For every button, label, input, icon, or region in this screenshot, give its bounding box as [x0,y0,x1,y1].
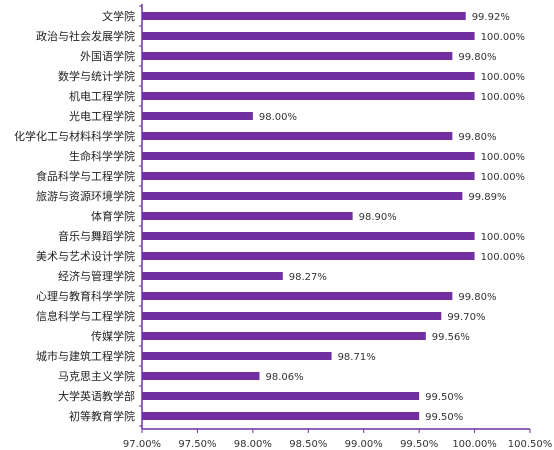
value-label-19: 99.50% [425,392,463,403]
category-label-10: 体育学院 [91,209,135,223]
category-label-12: 美术与艺术设计学院 [36,249,135,263]
value-label-12: 100.00% [481,252,525,263]
category-label-7: 生命科学学院 [69,149,135,163]
category-label-9: 旅游与资源环境学院 [36,189,135,203]
bar-6 [142,132,453,140]
value-label-20: 99.50% [425,412,463,423]
category-label-16: 传媒学院 [91,329,135,343]
bar-18 [142,372,260,380]
x-tick-label-3: 98.50% [289,439,327,450]
bar-5 [142,112,253,120]
category-label-20: 初等教育学院 [69,409,135,423]
category-label-14: 心理与教育科学学院 [36,289,135,303]
bar-0 [142,12,466,20]
value-label-9: 99.89% [468,192,506,203]
bar-1 [142,32,475,40]
category-label-4: 机电工程学院 [69,89,135,103]
category-label-13: 经济与管理学院 [58,269,135,283]
bar-10 [142,212,353,220]
axes-group: 97.00% 97.50% 98.00% 98.50% 99.00% 99.50% 100.… [123,4,552,450]
category-label-5: 光电工程学院 [69,109,135,123]
bar-9 [142,192,463,200]
bar-17 [142,352,332,360]
x-tick-label-4: 99.00% [345,439,383,450]
category-label-8: 食品科学与工程学院 [36,169,135,183]
value-label-0: 99.92% [472,12,510,23]
bar-20 [142,412,420,420]
bar-8 [142,172,475,180]
bar-14 [142,292,453,300]
value-label-4: 100.00% [481,92,525,103]
value-label-6: 99.80% [458,132,496,143]
x-tick-label-6: 100.00% [452,439,497,450]
value-label-16: 99.56% [432,332,470,343]
bar-15 [142,312,442,320]
value-label-8: 100.00% [481,172,525,183]
category-label-2: 外国语学院 [80,49,135,63]
category-label-15: 信息科学与工程学院 [36,309,135,323]
value-label-15: 99.70% [447,312,485,323]
bar-11 [142,232,475,240]
category-label-1: 政治与社会发展学院 [36,29,135,43]
value-label-13: 98.27% [289,272,327,283]
value-label-14: 99.80% [458,292,496,303]
x-tick-label-5: 99.50% [400,439,438,450]
bar-4 [142,92,475,100]
x-tick-label-0: 97.00% [123,439,161,450]
category-label-0: 文学院 [102,9,135,23]
value-label-7: 100.00% [481,152,525,163]
value-label-18: 98.06% [266,372,304,383]
bar-16 [142,332,426,340]
x-tick-label-7: 100.50% [508,439,553,450]
bar-19 [142,392,420,400]
bar-3 [142,72,475,80]
value-label-5: 98.00% [259,112,297,123]
category-label-6: 化学化工与材料科学学院 [14,129,135,143]
x-tick-label-1: 97.50% [178,439,216,450]
category-label-18: 马克思主义学院 [58,369,135,383]
value-label-17: 98.71% [338,352,376,363]
category-label-3: 数学与统计学院 [58,69,135,83]
value-label-3: 100.00% [481,72,525,83]
bars-group: 文学院 99.92% 政治与社会发展学院 100.00% 外国语学院 99.80% 数学与统… [14,9,525,423]
value-label-10: 98.90% [359,212,397,223]
category-label-11: 音乐与舞蹈学院 [58,229,135,243]
bar-2 [142,52,453,60]
category-label-17: 城市与建筑工程学院 [36,349,135,363]
value-label-1: 100.00% [481,32,525,43]
category-label-19: 大学英语教学部 [58,389,135,403]
bar-7 [142,152,475,160]
bar-13 [142,272,283,280]
value-label-2: 99.80% [458,52,496,63]
value-label-11: 100.00% [481,232,525,243]
x-tick-label-2: 98.00% [234,439,272,450]
bar-12 [142,252,475,260]
